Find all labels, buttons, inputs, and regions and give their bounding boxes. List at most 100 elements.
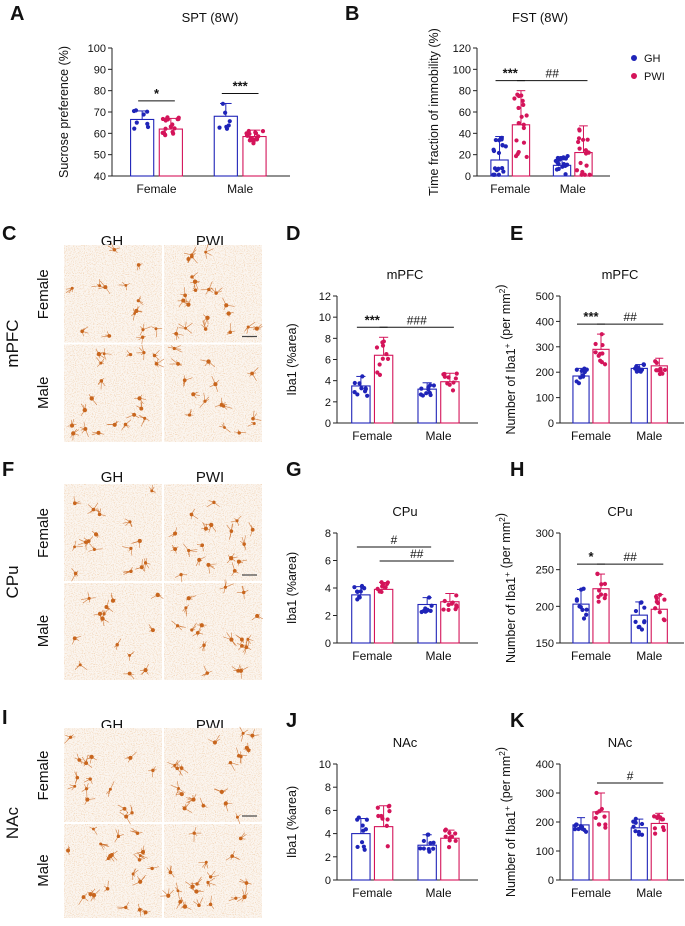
microglia-cell [136, 852, 149, 861]
cell-process [191, 514, 199, 520]
data-point [450, 600, 455, 605]
cell-process [239, 726, 244, 734]
cell-process [252, 729, 255, 736]
cell-process [226, 632, 232, 640]
cell-process [208, 287, 213, 290]
data-point [576, 139, 581, 145]
data-point [427, 849, 432, 854]
cell-process [246, 326, 249, 335]
data-point [491, 172, 496, 177]
data-point [352, 585, 357, 590]
cell-process [184, 808, 192, 813]
data-point [421, 846, 426, 851]
microglia-cell [239, 878, 252, 892]
cell-process [246, 882, 252, 885]
cell-process [207, 317, 209, 325]
cell-process [106, 606, 111, 609]
cell-process [237, 561, 240, 566]
x-category-label: Female [571, 429, 611, 443]
data-point [496, 150, 502, 156]
cell-process [94, 548, 103, 550]
cell-process [203, 523, 212, 526]
cell-process [86, 777, 91, 780]
micrograph-row-label-female: Female [35, 508, 52, 558]
cell-process [125, 424, 129, 429]
microglia-cell [236, 747, 247, 758]
cell-process [205, 248, 214, 253]
data-point [596, 588, 602, 593]
bar-gh-female [351, 594, 371, 644]
cell-process [137, 832, 143, 834]
cell-process [208, 739, 216, 743]
cell-process [184, 803, 187, 809]
cell-process [139, 909, 142, 917]
cell-process [76, 753, 80, 761]
data-point [132, 126, 137, 131]
cell-process [227, 555, 232, 559]
microglia-cell [122, 518, 133, 527]
cell-process [240, 833, 247, 839]
cell-process [67, 785, 75, 790]
cell-process [133, 313, 135, 321]
data-point [631, 824, 636, 829]
cell-process [130, 548, 133, 556]
microglia-cell [72, 635, 82, 645]
data-point [357, 381, 362, 386]
cell-process [251, 615, 258, 621]
panel-letter-H: H [510, 459, 524, 481]
cell-process [82, 598, 90, 604]
cell-process [208, 361, 211, 366]
cell-process [93, 826, 98, 830]
data-point [446, 602, 451, 608]
micrograph-tile [164, 344, 262, 442]
data-point [602, 596, 607, 601]
cell-process [205, 523, 207, 529]
cell-process [231, 523, 234, 532]
data-point [633, 608, 639, 614]
microglia-cell [97, 377, 106, 390]
cell-process [207, 670, 212, 674]
cell-process [236, 520, 240, 526]
bar-pwi-male [440, 837, 460, 881]
cell-process [222, 297, 227, 306]
cell-process [69, 784, 75, 787]
cell-process [177, 625, 186, 628]
micrograph-row-label-female: Female [35, 750, 52, 800]
data-point [596, 599, 601, 604]
data-point [170, 129, 175, 135]
cell-process [81, 428, 86, 434]
data-point [424, 391, 429, 396]
microglia-cell [140, 908, 151, 916]
cell-process [90, 888, 96, 895]
panel-letter-B: B [345, 3, 359, 25]
y-axis-label: Number of Iba1+ (per mm2) [494, 747, 518, 897]
data-point [421, 838, 426, 844]
cell-process [74, 664, 81, 670]
microglia-cell [64, 734, 76, 744]
cell-process [78, 896, 84, 905]
microglia-cell [99, 842, 110, 850]
data-point [359, 386, 364, 391]
cell-process [173, 766, 178, 769]
microglia-cell [242, 638, 252, 655]
data-point [641, 362, 646, 367]
cell-process [87, 509, 94, 514]
cell-process [213, 502, 220, 507]
microglia-cell [138, 414, 150, 427]
cell-process [88, 536, 94, 542]
micrograph-region-label: NAc [3, 806, 22, 839]
micrograph-region-label: CPu [3, 565, 22, 598]
cell-process [183, 300, 189, 303]
data-point [451, 380, 456, 385]
cell-process [207, 882, 211, 886]
cell-process [79, 427, 86, 430]
data-point [602, 362, 608, 367]
data-point [658, 366, 663, 371]
cell-process [80, 409, 86, 417]
microglia-cell [188, 826, 202, 842]
cell-process [230, 855, 233, 860]
microglia-cell [78, 893, 89, 905]
data-point [447, 830, 452, 835]
cell-process [140, 908, 146, 913]
cell-process [191, 622, 197, 631]
